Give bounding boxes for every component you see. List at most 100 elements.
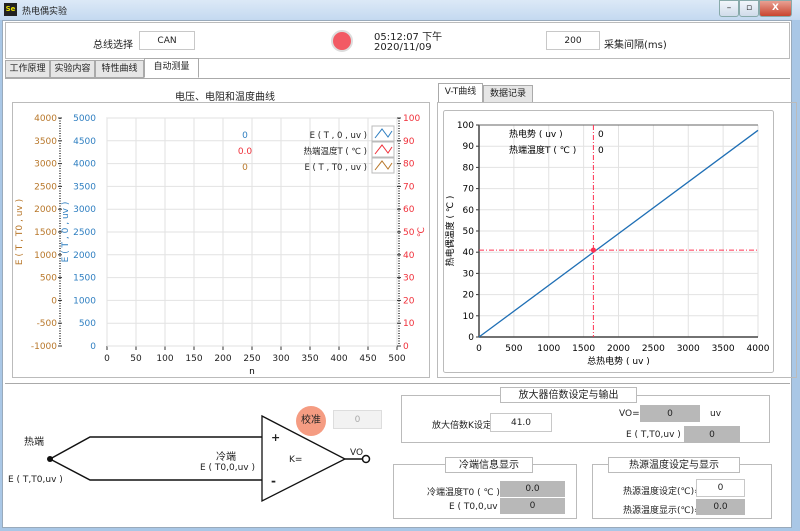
x-tick-label: 250 bbox=[243, 354, 260, 364]
heat-set-input[interactable]: 0 bbox=[696, 479, 745, 497]
y-axis-label: ℃ bbox=[417, 227, 427, 237]
x-tick-label: 3000 bbox=[677, 344, 700, 354]
x-tick-label: 2500 bbox=[642, 344, 665, 354]
x-tick-label: 0 bbox=[104, 354, 110, 364]
interval-input[interactable]: 200 bbox=[546, 31, 600, 50]
legend-line-icon bbox=[374, 144, 393, 155]
title-bar: Se 热电偶实验 – ▫ X bbox=[0, 0, 800, 20]
voltage-temperature-chart: 0 50 100 150 200 250 300 350 400 450 500n-1000-500… bbox=[12, 102, 430, 378]
y-tick-label: 3500 bbox=[73, 182, 96, 192]
series-value: 0 bbox=[242, 163, 248, 173]
vo-output-value: 0 bbox=[640, 405, 700, 422]
gain-label: K= bbox=[289, 455, 303, 465]
tab-data-record[interactable]: 数据记录 bbox=[483, 85, 533, 103]
time-display: 05:12:07 下午 bbox=[374, 32, 443, 43]
y-tick-label: 70 bbox=[463, 185, 475, 195]
k-label: 放大倍数K设定= bbox=[432, 421, 500, 431]
y-tick-label: 30 bbox=[403, 274, 415, 284]
t0-value: 0.0 bbox=[500, 481, 565, 497]
y-tick-label: 2500 bbox=[34, 182, 57, 192]
x-tick-label: 50 bbox=[130, 354, 142, 364]
calibrate-button[interactable]: 校准 bbox=[296, 406, 326, 436]
x-tick-label: 350 bbox=[301, 354, 318, 364]
x-tick-label: 200 bbox=[214, 354, 231, 364]
vt-curve-line bbox=[478, 129, 759, 338]
vo-unit: uv bbox=[710, 409, 722, 419]
y-tick-label: 30 bbox=[463, 269, 475, 279]
date-display: 2020/11/09 bbox=[374, 42, 432, 53]
y-tick-label: 50 bbox=[403, 228, 415, 238]
y-tick-label: 20 bbox=[463, 291, 475, 301]
y-tick-label: 1500 bbox=[34, 228, 57, 238]
y-tick-label: 1500 bbox=[73, 274, 96, 284]
app-icon: Se bbox=[4, 3, 17, 16]
heat-source-title: 热源温度设定与显示 bbox=[608, 457, 740, 473]
tab-content[interactable]: 实验内容 bbox=[50, 60, 95, 78]
y-tick-label: 100 bbox=[457, 121, 474, 131]
y-tick-label: -1000 bbox=[31, 342, 57, 352]
x-tick-label: 2000 bbox=[607, 344, 630, 354]
x-tick-label: 400 bbox=[330, 354, 347, 364]
tab-divider bbox=[5, 78, 790, 79]
y-tick-label: 90 bbox=[463, 142, 475, 152]
bus-select[interactable]: CAN bbox=[139, 31, 195, 50]
y-tick-label: 4500 bbox=[73, 137, 96, 147]
calibrate-value: 0 bbox=[333, 410, 382, 429]
legend-line-icon bbox=[374, 160, 393, 171]
minus-sign: - bbox=[271, 474, 276, 488]
maximize-button[interactable]: ▫ bbox=[739, 0, 759, 17]
heat-show-label: 热源温度显示(℃)= bbox=[623, 506, 702, 516]
plus-sign: + bbox=[271, 431, 281, 444]
x-tick-label: 500 bbox=[505, 344, 522, 354]
legend-swatch bbox=[371, 141, 395, 158]
y-axis-label: 热电偶温度 ( ℃ ) bbox=[444, 196, 456, 267]
y-tick-label: 2000 bbox=[34, 205, 57, 215]
cold-end-label: 冷端 bbox=[216, 452, 236, 463]
legend-swatch bbox=[371, 157, 395, 174]
x-tick-label: 4000 bbox=[747, 344, 770, 354]
bus-label: 总线选择 bbox=[93, 40, 133, 51]
y-tick-label: 4000 bbox=[73, 160, 96, 170]
y-tick-label: 3500 bbox=[34, 137, 57, 147]
minimize-button[interactable]: – bbox=[719, 0, 739, 17]
x-tick-label: 3500 bbox=[712, 344, 735, 354]
x-axis-label: n bbox=[249, 367, 255, 377]
hot-end-label: 热端 bbox=[24, 437, 44, 448]
close-button[interactable]: X bbox=[759, 0, 792, 17]
y-tick-label: 2500 bbox=[73, 228, 96, 238]
y-tick-label: 40 bbox=[403, 251, 415, 261]
window-title: 热电偶实验 bbox=[22, 7, 68, 17]
tab-characteristic[interactable]: 特性曲线 bbox=[95, 60, 144, 78]
y-tick-label: 500 bbox=[40, 274, 57, 284]
heat-show-value: 0.0 bbox=[696, 499, 745, 515]
t0-label: 冷端温度T0 ( ℃ ) = bbox=[427, 488, 511, 498]
vo-label: VO bbox=[350, 448, 364, 458]
y-tick-label: 0 bbox=[51, 296, 57, 306]
tab-principle[interactable]: 工作原理 bbox=[5, 60, 50, 78]
legend-label: 热端温度T ( ℃ ) bbox=[304, 146, 367, 157]
y-tick-label: 2000 bbox=[73, 251, 96, 261]
x-tick-label: 1500 bbox=[572, 344, 595, 354]
cold-e-label: E ( T0,0,uv ) = bbox=[449, 502, 515, 512]
cursor-point bbox=[590, 247, 596, 253]
y-tick-label: 3000 bbox=[73, 205, 96, 215]
y-tick-label: 80 bbox=[403, 160, 415, 170]
y-tick-label: 0 bbox=[90, 342, 96, 352]
legend-label: E ( T , 0 , uv ) bbox=[310, 131, 367, 141]
x-tick-label: 150 bbox=[185, 354, 202, 364]
readout-label: 热电势 ( uv ) bbox=[509, 128, 563, 140]
y-axis-label: E ( T , T0 , uv ) bbox=[15, 199, 25, 265]
cold-emf-label: E ( T0,0,uv ) bbox=[200, 463, 255, 473]
y-tick-label: 1000 bbox=[73, 296, 96, 306]
cold-end-title: 冷端信息显示 bbox=[445, 457, 533, 473]
amplifier-title: 放大器倍数设定与输出 bbox=[500, 387, 637, 403]
k-input[interactable]: 41.0 bbox=[490, 413, 552, 432]
series-value: 0.0 bbox=[238, 147, 253, 157]
tab-auto-measure[interactable]: 自动测量 bbox=[144, 58, 199, 78]
y-tick-label: 1000 bbox=[34, 251, 57, 261]
y-tick-label: 10 bbox=[463, 312, 475, 322]
status-led bbox=[331, 30, 353, 52]
tab-vt-curve[interactable]: V-T曲线 bbox=[438, 83, 483, 103]
header-panel: 总线选择 CAN 05:12:07 下午 2020/11/09 200 采集间隔… bbox=[5, 22, 790, 59]
y-tick-label: 80 bbox=[463, 163, 475, 173]
